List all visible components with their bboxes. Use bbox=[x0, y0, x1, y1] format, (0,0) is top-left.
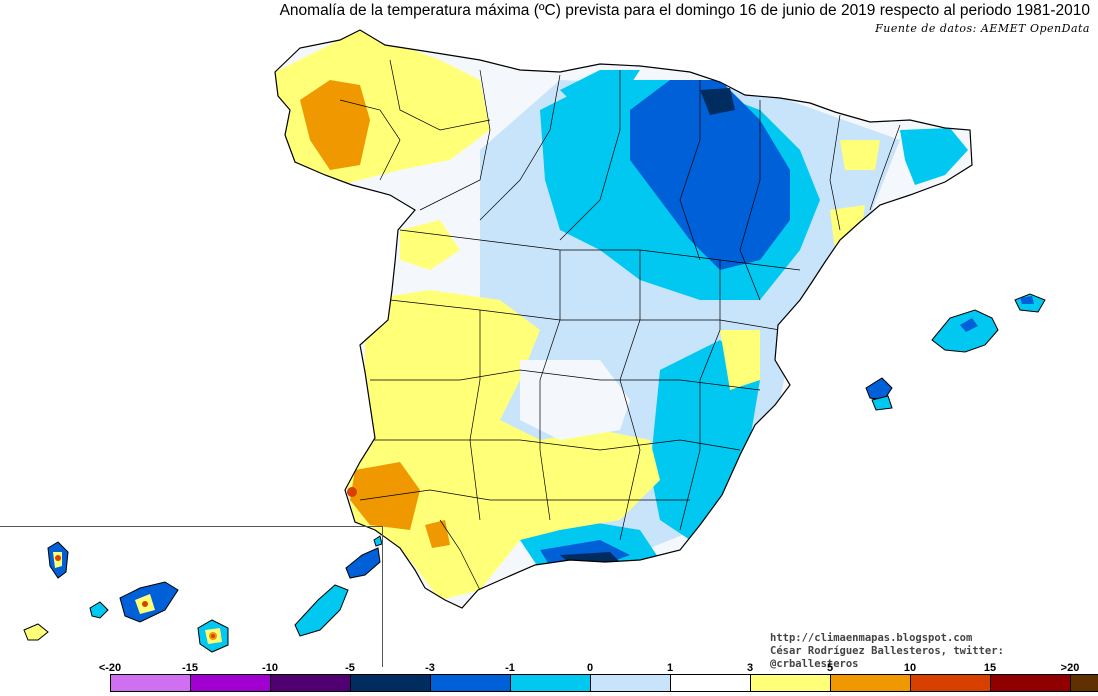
legend-label: -1 bbox=[505, 662, 515, 674]
data-source: Fuente de datos: AEMET OpenData bbox=[875, 22, 1090, 35]
legend-label: 15 bbox=[983, 662, 997, 674]
legend-swatch bbox=[751, 675, 831, 691]
legend-swatch bbox=[271, 675, 351, 691]
canary-inset-frame bbox=[0, 526, 383, 667]
legend-label: 3 bbox=[746, 662, 754, 674]
legend-bar bbox=[110, 674, 1098, 692]
legend-label: -15 bbox=[182, 662, 198, 674]
legend-swatch bbox=[351, 675, 431, 691]
legend-swatch bbox=[1071, 675, 1098, 691]
credits: http://climaenmapas.blogspot.com César R… bbox=[770, 632, 1098, 671]
canary-islands bbox=[23, 535, 383, 653]
legend-swatch bbox=[991, 675, 1071, 691]
anomaly-map bbox=[23, 29, 1046, 653]
legend-label: <-20 bbox=[98, 662, 122, 674]
legend-swatch bbox=[111, 675, 191, 691]
legend-swatch bbox=[831, 675, 911, 691]
legend-labels: <-20 -15 -10 -5 -3 -1 0 1 3 5 10 15 >20 bbox=[95, 662, 1095, 676]
legend-label: -3 bbox=[425, 662, 435, 674]
legend-swatch bbox=[911, 675, 991, 691]
legend-label: 0 bbox=[586, 662, 594, 674]
iberian-peninsula bbox=[274, 29, 973, 609]
legend-swatch bbox=[671, 675, 751, 691]
legend-label: 10 bbox=[903, 662, 917, 674]
legend-swatch bbox=[191, 675, 271, 691]
legend-label: -10 bbox=[262, 662, 278, 674]
legend-swatch bbox=[591, 675, 671, 691]
credits-author: César Rodríguez Ballesteros, twitter: @c… bbox=[770, 645, 1004, 670]
legend-swatch bbox=[511, 675, 591, 691]
legend-label: 1 bbox=[666, 662, 674, 674]
legend-swatch bbox=[431, 675, 511, 691]
legend-label: 5 bbox=[826, 662, 834, 674]
map-title: Anomalía de la temperatura máxima (ºC) p… bbox=[279, 2, 1090, 19]
legend-label: -5 bbox=[345, 662, 355, 674]
credits-url[interactable]: http://climaenmapas.blogspot.com bbox=[770, 632, 973, 644]
legend-label: >20 bbox=[1060, 662, 1080, 674]
balearic-islands bbox=[865, 293, 1046, 411]
